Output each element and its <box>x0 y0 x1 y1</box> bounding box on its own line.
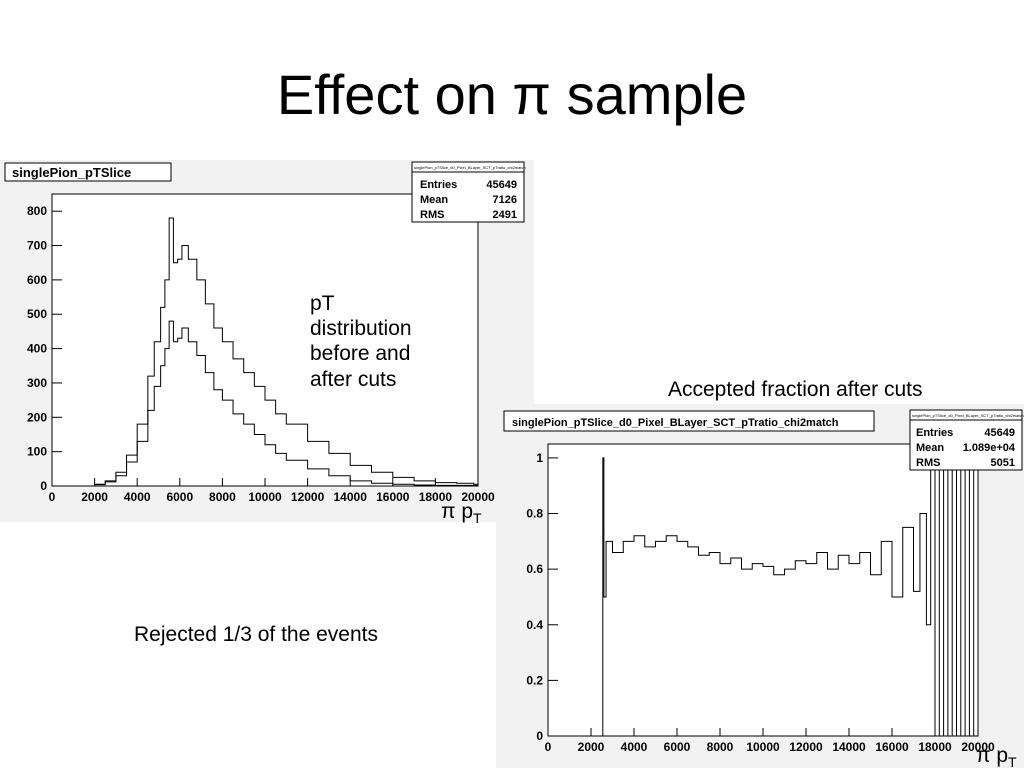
slide-title: Effect on π sample <box>276 63 748 126</box>
chart-right-x-tick-label: 0 <box>545 740 552 754</box>
chart-left-x-tick-label: 2000 <box>81 490 108 504</box>
chart-right-title: singlePion_pTSlice_d0_Pixel_BLayer_SCT_p… <box>512 417 839 429</box>
chart-right-stat-value: 45649 <box>984 427 1015 439</box>
chart-right-xlabel-sub: T <box>1008 754 1017 770</box>
chart-left-x-tick-label: 20000 <box>461 490 495 504</box>
chart-left-x-tick-label: 8000 <box>209 490 236 504</box>
chart-right-x-tick-label: 12000 <box>789 740 823 754</box>
distribution-note: pT distribution before and after cuts <box>310 292 412 391</box>
chart-left-x-tick-label: 16000 <box>376 490 410 504</box>
chart-left-x-tick-label: 4000 <box>124 490 151 504</box>
chart-left-title: singlePion_pTSlice <box>12 165 131 180</box>
chart-left-xlabel: π pT <box>441 500 482 526</box>
chart-right-stat-value: 1.089e+04 <box>963 442 1016 454</box>
chart-left-stat-value: 2491 <box>493 209 517 221</box>
chart-right-x-tick-label: 14000 <box>832 740 866 754</box>
chart-right-y-tick-label: 0.8 <box>526 507 543 521</box>
chart-left-stats-header: singlePion_pTSlice_d0_Pixel_BLayer_SCT_p… <box>414 165 526 170</box>
chart-left-stat-label: RMS <box>420 209 444 221</box>
chart-right-frame <box>547 443 979 737</box>
chart-left-y-tick-label: 500 <box>27 307 47 321</box>
chart-right-x-tick-label: 10000 <box>746 740 780 754</box>
chart-right-stat-value: 5051 <box>991 457 1015 469</box>
chart-left-y-tick-label: 300 <box>27 376 47 390</box>
chart-left-series-after-cuts <box>73 320 479 487</box>
chart-left-pt-distribution: singlePion_pTSlice 0 2000 4000 6000 8000 1000… <box>0 160 534 522</box>
chart-left-y-tick-label: 800 <box>27 204 47 218</box>
chart-right-x-tick-label: 6000 <box>664 740 691 754</box>
chart-left-stats-box: singlePion_pTSlice_d0_Pixel_BLayer_SCT_p… <box>411 161 526 223</box>
chart-left-x-tick-label: 10000 <box>248 490 282 504</box>
chart-right-y-tick-label: 0 <box>536 729 543 743</box>
chart-left-y-tick-label: 0 <box>40 479 47 493</box>
chart-left-y-tick-label: 100 <box>27 445 47 459</box>
chart-right-x-tick-label: 20000 <box>961 740 995 754</box>
chart-left-stat-value: 7126 <box>493 194 517 206</box>
chart-right-title-box <box>503 410 875 432</box>
chart-right-xlabel: π pT <box>976 744 1017 770</box>
chart-right-x-tick-label: 18000 <box>918 740 952 754</box>
chart-left-y-tick-label: 700 <box>27 239 47 253</box>
chart-right-x-tick-label: 4000 <box>621 740 648 754</box>
chart-right-stats-header: singlePion_pTSlice_d0_Pixel_BLayer_SCT_p… <box>912 413 1024 418</box>
accepted-fraction-note: Accepted fraction after cuts <box>668 378 923 401</box>
chart-right-xlabel-text: π p <box>976 744 1009 767</box>
chart-right-x-tick-label: 8000 <box>707 740 734 754</box>
chart-left-title-box <box>4 162 172 182</box>
chart-right-stat-label: Mean <box>916 442 944 454</box>
chart-right-stat-label: RMS <box>916 457 940 469</box>
chart-right-x-tick-label: 2000 <box>578 740 605 754</box>
chart-left-stat-label: Mean <box>420 194 448 206</box>
chart-right-y-tick-label: 0.6 <box>526 562 543 576</box>
chart-left-y-tick-label: 400 <box>27 342 47 356</box>
chart-right-stats-box: singlePion_pTSlice_d0_Pixel_BLayer_SCT_p… <box>909 409 1024 471</box>
chart-left-x-tick-label: 0 <box>49 490 56 504</box>
chart-left-y-tick-label: 200 <box>27 410 47 424</box>
chart-right-y-tick-label: 0.2 <box>526 673 543 687</box>
chart-right-series-accepted-fraction <box>601 457 979 737</box>
chart-right-y-tick-label: 0.4 <box>526 618 543 632</box>
chart-left-x-tick-label: 6000 <box>166 490 193 504</box>
chart-left-xlabel-text: π p <box>441 500 474 523</box>
chart-right-y-tick-label: 1 <box>536 451 543 465</box>
chart-left-series-before-cuts <box>73 217 479 487</box>
chart-left-x-tick-label: 18000 <box>419 490 453 504</box>
chart-left-stat-label: Entries <box>420 179 457 191</box>
chart-left-xlabel-sub: T <box>473 510 482 527</box>
rejected-note: Rejected 1/3 of the events <box>134 623 378 646</box>
chart-left-x-tick-label: 12000 <box>291 490 325 504</box>
chart-right-accepted-fraction: singlePion_pTSlice_d0_Pixel_BLayer_SCT_p… <box>496 404 1024 768</box>
chart-right-stat-label: Entries <box>916 427 953 439</box>
chart-left-x-tick-label: 14000 <box>334 490 368 504</box>
chart-right-x-tick-label: 16000 <box>875 740 909 754</box>
chart-left-y-tick-label: 600 <box>27 273 47 287</box>
chart-left-stat-value: 45649 <box>486 179 517 191</box>
